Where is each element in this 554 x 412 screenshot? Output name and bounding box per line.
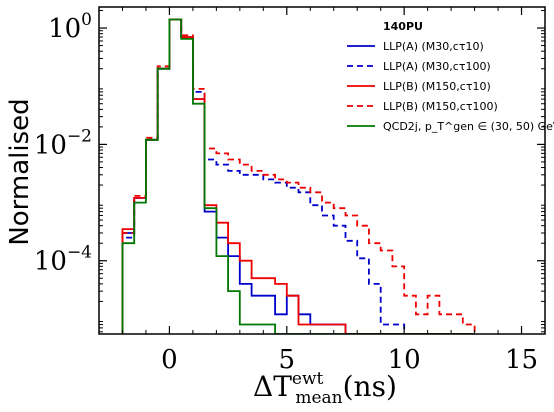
y-tick-label: 10−4 — [34, 243, 92, 277]
x-axis-label-super: ewt — [292, 369, 324, 389]
y-tick-base: 10 — [34, 247, 67, 277]
y-axis-label: Normalised — [5, 98, 35, 245]
x-axis-label: ΔTewt mean(ns) — [253, 369, 397, 408]
series-line-4 — [121, 18, 475, 334]
y-tick-label: 100 — [48, 10, 92, 44]
y-tick-base: 10 — [48, 14, 81, 44]
x-axis-label-main: ΔT — [253, 370, 292, 403]
legend-entry-4: QCD2j, p_T^gen ∈ (30, 50) GeV — [383, 120, 554, 133]
series-layer — [121, 18, 476, 334]
x-tick-label: 15 — [505, 345, 538, 375]
plot-frame — [98, 6, 546, 335]
x-tick-label: 0 — [161, 345, 178, 375]
legend-entry-1: LLP(A) (M30,cτ100) — [383, 60, 491, 73]
y-tick-label: 10−2 — [34, 126, 92, 160]
x-axis-label-unit: (ns) — [343, 370, 397, 403]
legend-entry-0: LLP(A) (M30,cτ10) — [383, 40, 484, 53]
x-tick-label: 10 — [388, 345, 421, 375]
y-tick-base: 10 — [34, 130, 67, 160]
y-tick-exponent: −4 — [67, 243, 92, 263]
legend-entry-3: LLP(B) (M150,cτ100) — [383, 100, 498, 113]
x-tick-label: 5 — [279, 345, 296, 375]
y-tick-exponent: −2 — [67, 126, 92, 146]
legend-entry-2: LLP(B) (M150,cτ10) — [383, 80, 491, 93]
y-tick-exponent: 0 — [81, 10, 92, 30]
x-axis-label-sub: mean — [295, 388, 342, 408]
legend: 140PU LLP(A) (M30,cτ10) LLP(A) (M30,cτ100… — [347, 20, 554, 133]
legend-title: 140PU — [383, 20, 423, 33]
